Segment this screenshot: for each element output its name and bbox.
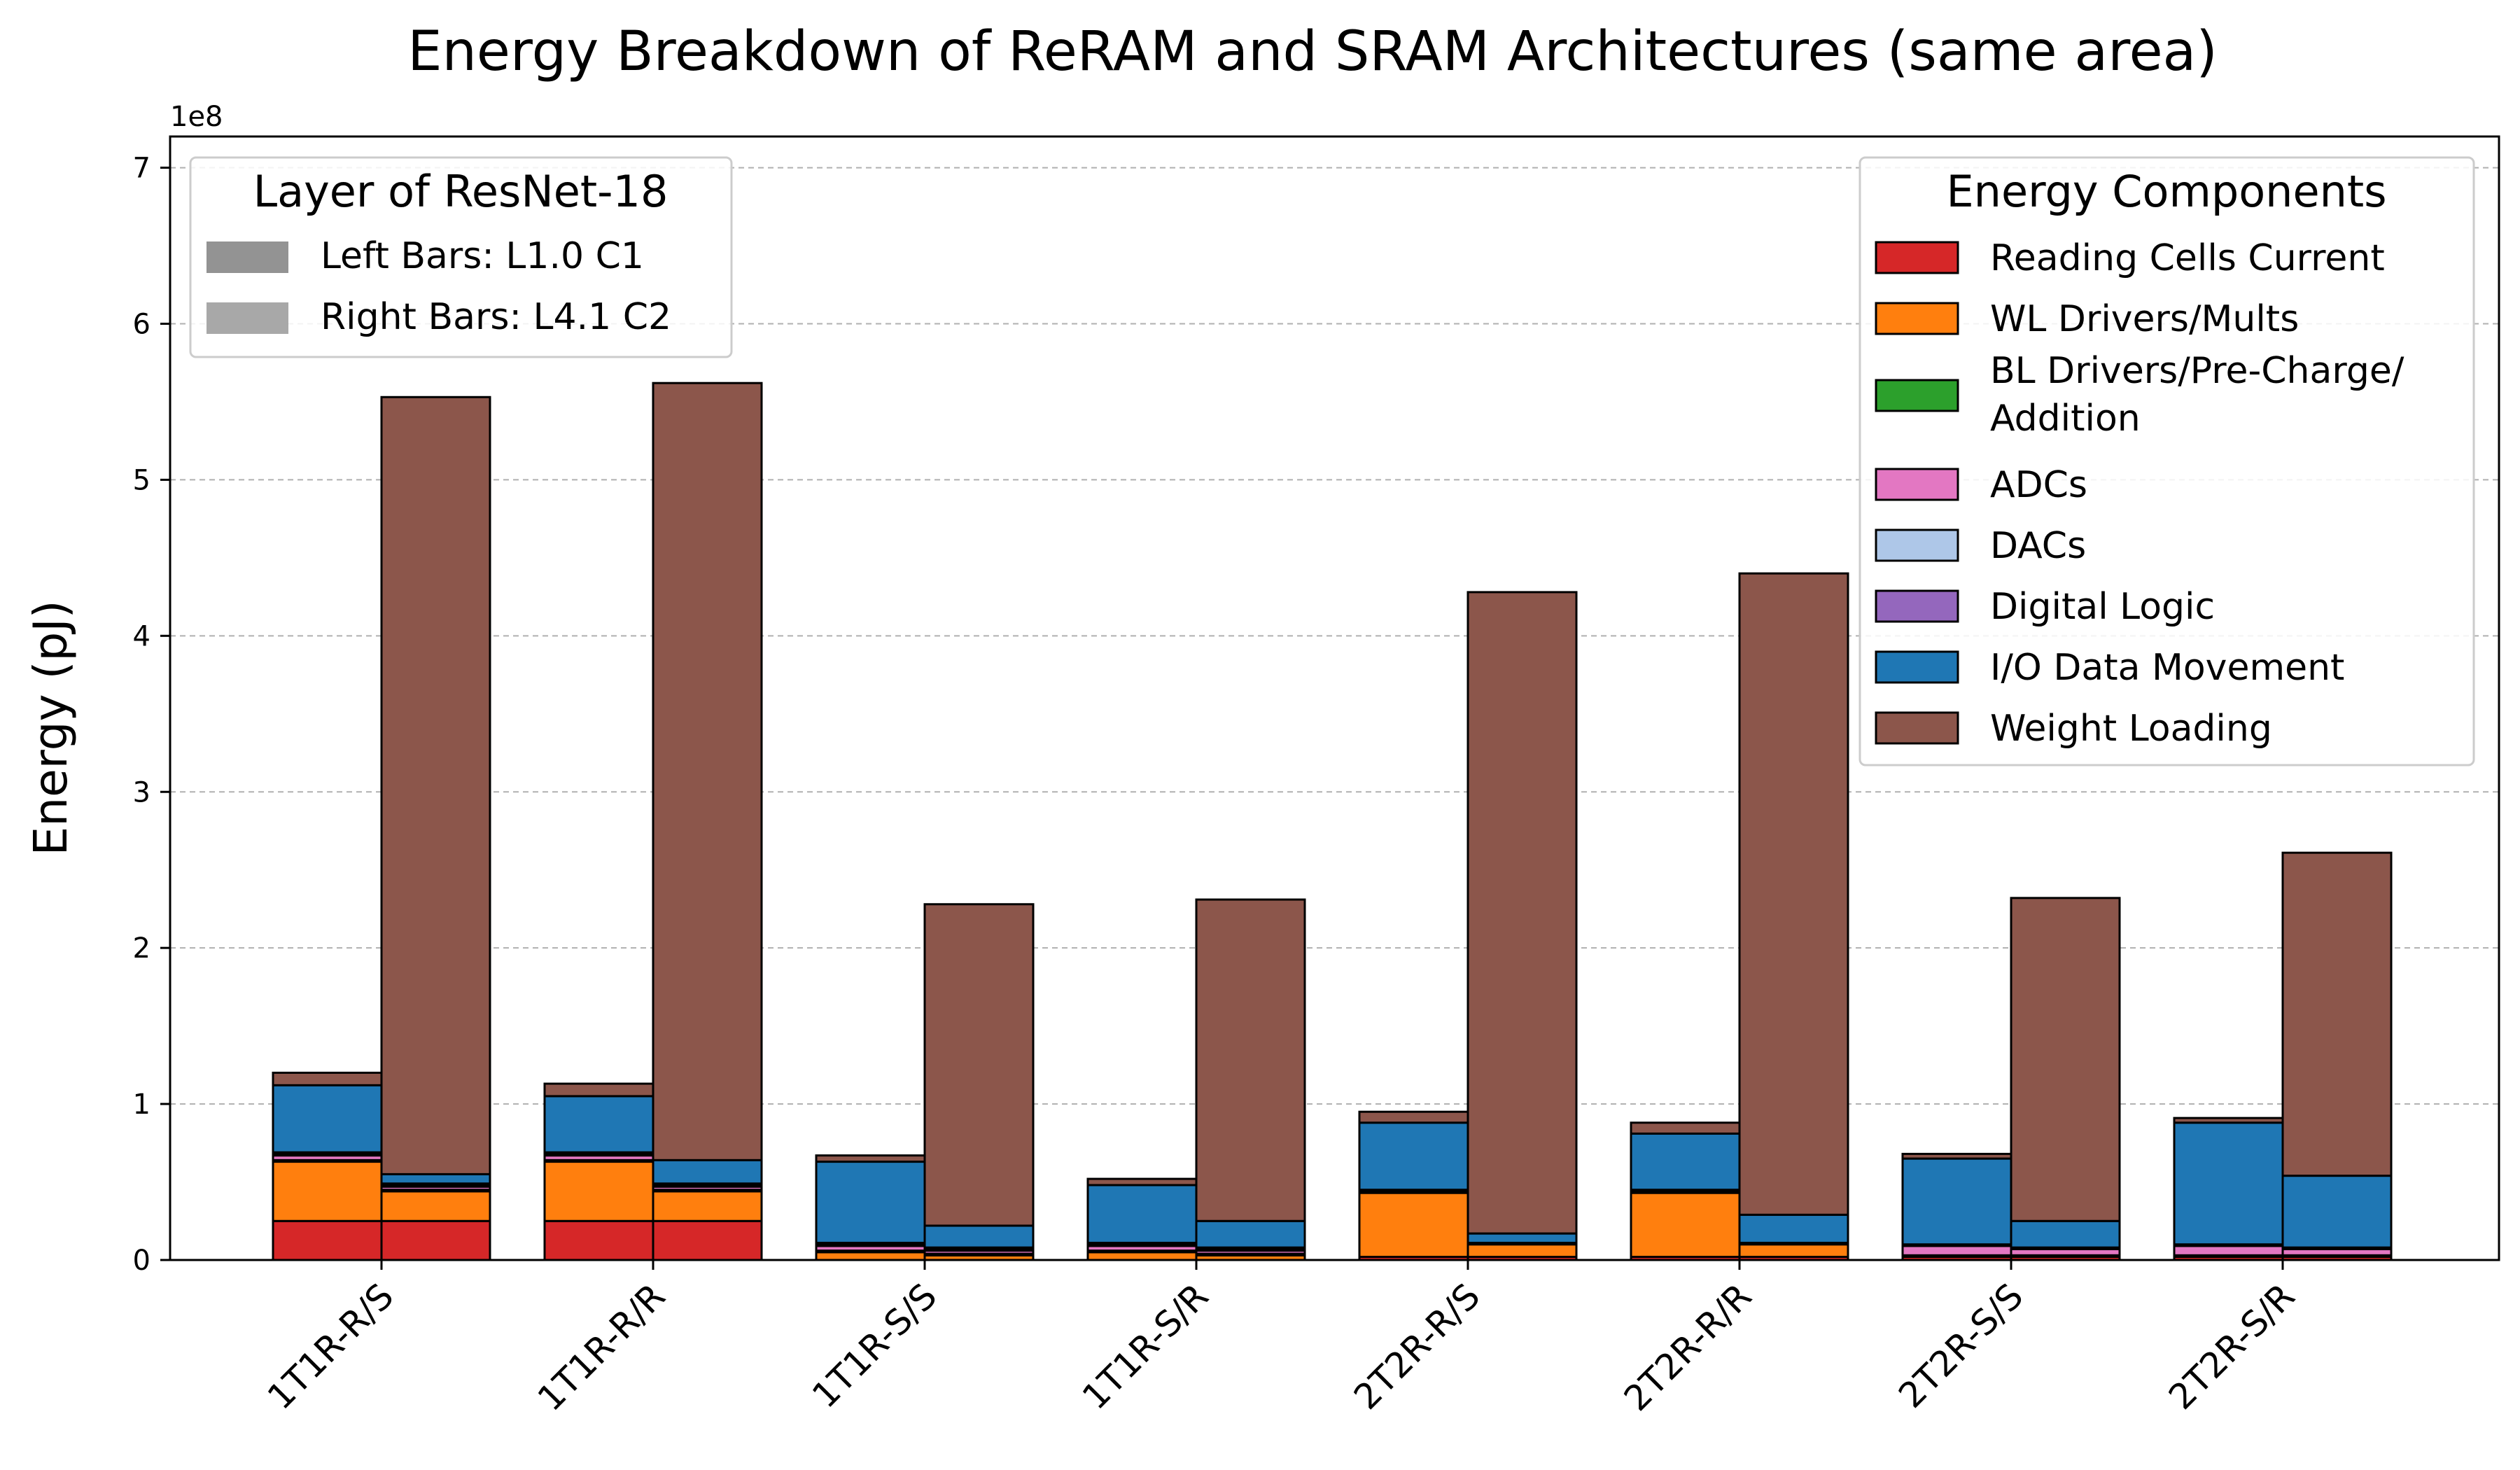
legend-swatch	[1875, 650, 1959, 684]
layer-legend-title: Layer of ResNet-18	[253, 166, 668, 217]
legend-label: Weight Loading	[1990, 708, 2272, 750]
layer-legend-label-left: Left Bars: L1.0 C1	[321, 235, 644, 277]
bar-segment-weight-loading	[1738, 572, 1849, 1216]
bar-segment-reading-cells-current	[380, 1219, 491, 1261]
bar-segment-weight-loading	[1630, 1121, 1741, 1135]
bar-segment-i-o-data-movement	[1195, 1219, 1306, 1249]
bar-segment-i-o-data-movement	[1466, 1232, 1578, 1244]
components-legend-items: Reading Cells Current WL Drivers/Mults BL …	[1875, 237, 2404, 750]
stacked-bars	[272, 382, 2393, 1261]
legend-label: Reading Cells Current	[1990, 237, 2385, 279]
layer-legend-swatch-left	[206, 241, 288, 273]
bar-segment-wl-drivers-mults	[1466, 1243, 1578, 1259]
bar-segment-i-o-data-movement	[2173, 1121, 2284, 1246]
bar-segment-wl-drivers-mults	[815, 1251, 926, 1261]
bar-segment-wl-drivers-mults	[652, 1190, 763, 1222]
bar-segment-i-o-data-movement	[1901, 1157, 2012, 1246]
y-tick-label: 7	[133, 153, 150, 185]
legend-label: I/O Data Movement	[1990, 647, 2344, 689]
bar-segment-i-o-data-movement	[2281, 1175, 2393, 1249]
bar-segment-weight-loading	[2173, 1116, 2284, 1124]
layer-legend: Layer of ResNet-18 Left Bars: L1.0 C1 Ri…	[189, 156, 733, 358]
legend-label: BL Drivers/Pre-Charge/Addition	[1990, 350, 2404, 440]
legend-swatch	[1875, 241, 1959, 274]
y-scale-label: 1e8	[170, 101, 223, 133]
bar-segment-i-o-data-movement	[923, 1224, 1035, 1249]
plot-frame	[169, 135, 2500, 1261]
bar-segment-weight-loading	[1466, 591, 1578, 1235]
bar-segment-weight-loading	[543, 1082, 654, 1098]
y-axis-label: Energy (pJ)	[24, 601, 78, 856]
x-tick-label: 2T2R-S/S	[1891, 1275, 2031, 1415]
bar-segment-weight-loading	[380, 396, 491, 1175]
bar-segment-weight-loading	[1901, 1152, 2012, 1160]
bar-segment-i-o-data-movement	[543, 1095, 654, 1154]
x-tick-label: 2T2R-R/R	[1616, 1275, 1760, 1419]
y-tick-label: 3	[133, 776, 150, 808]
x-tick-label: 1T1R-R/S	[260, 1275, 401, 1417]
y-tick-label: 2	[133, 932, 150, 965]
chart-title: Energy Breakdown of ReRAM and SRAM Archi…	[407, 20, 2218, 83]
bar-segment-weight-loading	[815, 1154, 926, 1163]
x-tick-label: 2T2R-R/S	[1346, 1275, 1488, 1417]
x-axis-ticks: 1T1R-R/S 1T1R-R/R 1T1R-S/S 1T1R-S/R 2T2R-R/S…	[260, 1260, 2302, 1419]
legend-swatch	[1875, 711, 1959, 745]
components-legend: Energy Components Reading Cells Current W…	[1858, 156, 2475, 766]
legend-swatch	[1875, 589, 1959, 623]
legend-label: DACs	[1990, 525, 2086, 567]
components-legend-box	[1858, 156, 2475, 766]
y-tick-label: 5	[133, 464, 150, 496]
bar-segment-adcs	[2173, 1245, 2284, 1256]
legend-swatch	[1875, 379, 1959, 412]
bar-segment-weight-loading	[1195, 898, 1306, 1222]
layer-legend-swatch-right	[206, 302, 288, 334]
bar-segment-wl-drivers-mults	[1738, 1243, 1849, 1259]
y-tick-label: 1	[133, 1088, 150, 1121]
bar-segment-wl-drivers-mults	[1358, 1191, 1469, 1259]
bar-segment-adcs	[1901, 1245, 2012, 1256]
y-tick-label: 6	[133, 309, 150, 341]
bar-segment-weight-loading	[272, 1072, 383, 1086]
legend-swatch	[1875, 468, 1959, 501]
components-legend-title: Energy Components	[1946, 166, 2386, 217]
bar-segment-weight-loading	[1358, 1110, 1469, 1124]
bar-segment-wl-drivers-mults	[272, 1161, 383, 1222]
legend-swatch	[1875, 302, 1959, 335]
bar-segment-wl-drivers-mults	[1630, 1191, 1741, 1259]
bar-segment-reading-cells-current	[272, 1219, 383, 1261]
bar-segment-wl-drivers-mults	[543, 1161, 654, 1222]
bar-segment-weight-loading	[2010, 897, 2121, 1222]
bar-segment-reading-cells-current	[543, 1219, 654, 1261]
bar-segment-reading-cells-current	[652, 1219, 763, 1261]
legend-label: ADCs	[1990, 464, 2087, 506]
bar-segment-weight-loading	[923, 903, 1035, 1227]
y-axis-ticks: 0 1 2 3 4 5 6 7	[133, 153, 170, 1277]
x-tick-label: 1T1R-R/R	[530, 1275, 673, 1419]
x-tick-label: 1T1R-S/R	[1074, 1275, 1216, 1417]
layer-legend-box	[189, 156, 733, 358]
y-tick-label: 0	[133, 1245, 150, 1277]
bar-segment-i-o-data-movement	[652, 1158, 763, 1185]
x-tick-label: 2T2R-S/R	[2161, 1275, 2302, 1417]
bar-segment-i-o-data-movement	[1630, 1132, 1741, 1191]
bar-segment-wl-drivers-mults	[380, 1190, 491, 1222]
y-tick-label: 4	[133, 620, 150, 652]
bar-segment-i-o-data-movement	[272, 1084, 383, 1154]
bar-segment-i-o-data-movement	[380, 1172, 491, 1185]
bar-segment-i-o-data-movement	[815, 1161, 926, 1244]
bar-segment-wl-drivers-mults	[1086, 1251, 1198, 1261]
bar-segment-weight-loading	[1086, 1177, 1198, 1186]
layer-legend-label-right: Right Bars: L4.1 C2	[321, 296, 671, 338]
legend-label: WL Drivers/Mults	[1990, 298, 2299, 340]
legend-label: Digital Logic	[1990, 586, 2215, 628]
bar-segment-i-o-data-movement	[1738, 1213, 1849, 1244]
bar-segment-weight-loading	[652, 382, 763, 1161]
bar-segment-weight-loading	[2281, 851, 2393, 1177]
bar-segment-i-o-data-movement	[1086, 1184, 1198, 1244]
bar-segment-i-o-data-movement	[1358, 1121, 1469, 1191]
bar-segment-i-o-data-movement	[2010, 1219, 2121, 1249]
legend-swatch	[1875, 528, 1959, 562]
x-tick-label: 1T1R-S/S	[804, 1275, 944, 1415]
